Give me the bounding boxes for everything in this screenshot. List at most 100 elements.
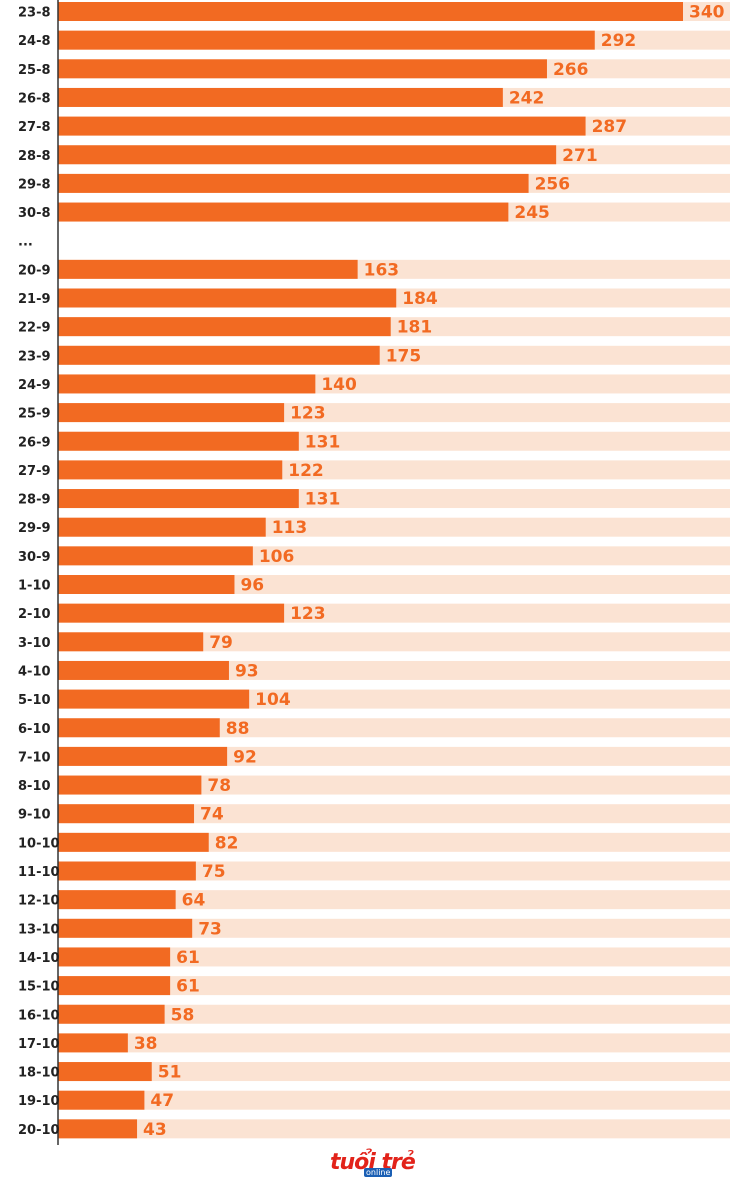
row-stripe [58,861,730,881]
value-label-12-10: 64 [182,891,206,911]
value-label-4-10: 93 [235,661,259,681]
value-label-30-8: 245 [514,203,550,223]
bar-26-8 [58,87,503,107]
category-label-15-10: 15-10 [18,980,60,995]
bar-12-10 [58,890,176,910]
category-label-6-10: 6-10 [18,722,51,737]
bar-23-8 [58,2,683,21]
category-label-8-10: 8-10 [18,779,51,794]
value-label-25-8: 266 [553,60,589,80]
category-label-16-10: 16-10 [18,1008,60,1023]
bar-25-9 [58,403,285,423]
value-label-16-10: 58 [171,1005,195,1025]
value-label-13-10: 73 [198,919,222,939]
value-label-10-10: 82 [215,833,239,853]
bar-17-10 [58,1033,128,1053]
bar-16-10 [58,1004,165,1024]
row-stripe [58,890,730,910]
row-stripe [58,1090,730,1110]
bar-26-9 [58,431,299,451]
category-label-29-8: 29-8 [18,177,51,192]
category-label-24-8: 24-8 [18,34,51,49]
category-label-7-10: 7-10 [18,750,51,765]
value-label-29-8: 256 [535,174,571,194]
value-label-29-9: 113 [272,518,308,538]
category-label-28-9: 28-9 [18,493,51,508]
bar-14-10 [58,947,171,967]
value-label-30-9: 106 [259,547,295,567]
row-stripe [58,1004,730,1024]
bar-24-9 [58,374,316,394]
value-label-11-10: 75 [202,862,226,882]
row-stripes [58,2,730,1139]
category-label-11-10: 11-10 [18,865,60,880]
category-label-17-10: 17-10 [18,1037,60,1052]
bar-29-9 [58,517,266,537]
bar-18-10 [58,1062,152,1082]
category-label-30-9: 30-9 [18,550,51,565]
brand-logo-sub: online [364,1168,393,1177]
category-label-14-10: 14-10 [18,951,60,966]
bar-2-10 [58,603,285,623]
category-labels: 23-8 24-8 25-8 26-8 27-8 28-8 29-8 30-8... 20-9 2… [18,6,60,1138]
row-stripe [58,1062,730,1082]
value-label-9-10: 74 [200,805,224,825]
bar-1-10 [58,575,235,594]
value-label-24-9: 140 [321,375,357,395]
bar-28-9 [58,489,299,509]
category-label-28-8: 28-8 [18,149,51,164]
value-label-27-8: 287 [592,117,628,137]
value-label-17-10: 38 [134,1034,158,1054]
category-label-10-10: 10-10 [18,836,60,851]
bar-7-10 [58,746,228,766]
category-label-24-9: 24-9 [18,378,51,393]
category-label-25-8: 25-8 [18,63,51,78]
bar-30-8 [58,202,509,222]
category-label-26-8: 26-8 [18,91,51,106]
category-label-25-9: 25-9 [18,407,51,422]
category-label-23-8: 23-8 [18,6,51,21]
bar-27-9 [58,460,283,480]
bar-20-10 [58,1119,138,1139]
value-label-25-9: 123 [290,404,326,424]
category-label-27-9: 27-9 [18,464,51,479]
bar-21-9 [58,288,397,308]
row-stripe [58,832,730,852]
bar-5-10 [58,689,250,709]
category-label-4-10: 4-10 [18,664,51,679]
category-label-13-10: 13-10 [18,922,60,937]
value-label-22-9: 181 [397,318,433,338]
bar-30-9 [58,546,253,566]
value-label-14-10: 61 [176,948,200,968]
value-label-28-8: 271 [562,146,598,166]
category-label-1-10: 1-10 [18,579,51,594]
bar-13-10 [58,918,193,938]
category-label-12-10: 12-10 [18,894,60,909]
bar-23-9 [58,345,380,365]
bars-group [58,2,683,1139]
value-label-18-10: 51 [158,1063,182,1083]
category-label-19-10: 19-10 [18,1094,60,1109]
row-stripe [58,1033,730,1053]
value-label-23-9: 175 [386,346,422,366]
bar-27-8 [58,116,586,136]
category-label-2-10: 2-10 [18,607,51,622]
category-label-ellipsis: ... [18,235,33,250]
category-label-5-10: 5-10 [18,693,51,708]
value-label-19-10: 47 [150,1091,174,1111]
category-label-30-8: 30-8 [18,206,51,221]
row-stripe [58,918,730,938]
value-label-1-10: 96 [240,576,264,596]
value-label-28-9: 131 [305,490,341,510]
row-stripe [58,1119,730,1139]
bar-11-10 [58,861,196,881]
value-label-3-10: 79 [209,633,233,653]
category-label-26-9: 26-9 [18,435,51,450]
bar-24-8 [58,30,595,50]
bar-9-10 [58,804,195,824]
value-label-5-10: 104 [255,690,291,710]
row-stripe [58,976,730,996]
row-stripe [58,718,730,738]
category-label-27-8: 27-8 [18,120,51,135]
